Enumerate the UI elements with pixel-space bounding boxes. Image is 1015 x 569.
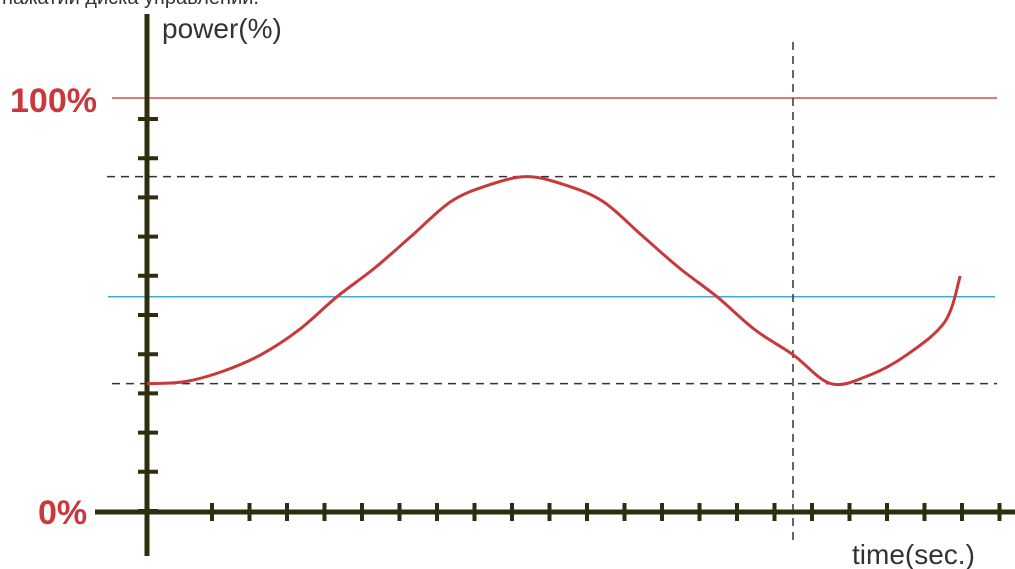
reference-lines — [107, 42, 997, 545]
axis-ticks — [138, 117, 1002, 521]
x-axis-label: time(sec.) — [852, 539, 975, 569]
y-axis-label: power(%) — [162, 13, 282, 44]
caption-text: нажатии диска управлений. — [2, 0, 259, 9]
power-curve — [146, 175, 962, 387]
y-tick-label-0: 0% — [38, 494, 87, 532]
chart-axes — [95, 14, 1015, 556]
y-tick-label-100: 100% — [10, 82, 97, 120]
